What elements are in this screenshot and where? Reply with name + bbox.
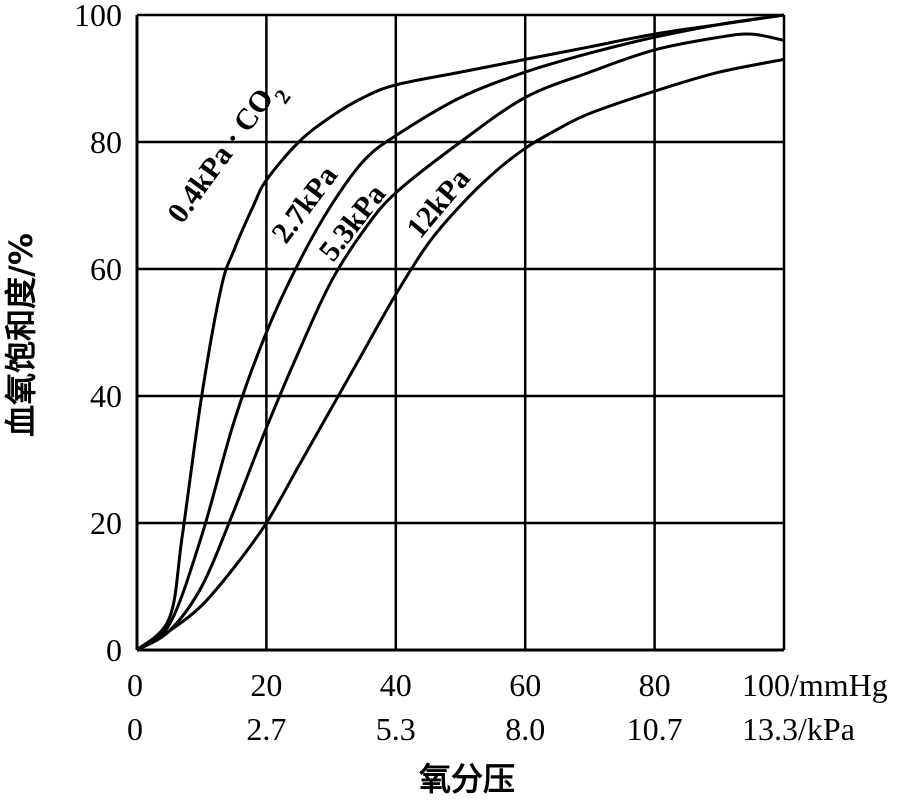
curve-label-0-text: 0.4kPa · CO — [161, 82, 280, 229]
y-axis-title: 血氧饱和度/% — [2, 233, 40, 437]
x-tick-label-mmhg: 100/mmHg — [742, 667, 888, 703]
curve-2 — [136, 32, 785, 652]
x-tick-label-mmhg: 0 — [127, 667, 143, 703]
x-tick-label-kpa: 0 — [127, 711, 143, 747]
x-tick-label-kpa: 5.3 — [376, 711, 416, 747]
y-tick-label: 60 — [90, 251, 122, 287]
curves — [135, 13, 785, 652]
x-tick-label-mmhg: 20 — [250, 667, 282, 703]
y-tick-label: 0 — [106, 632, 122, 668]
y-tick-label: 100 — [74, 0, 122, 33]
x-tick-label-kpa: 8.0 — [505, 711, 545, 747]
tick-labels: 0 20 40 60 80 100 0 20 40 60 80 100/mmHg 0 2.7 5.3 8.0 1… — [74, 0, 888, 747]
x-tick-label-kpa: 2.7 — [246, 711, 286, 747]
curve-label-0.4kpa-co2: 0.4kPa · CO2 — [161, 73, 295, 235]
curve-3 — [136, 57, 785, 652]
y-tick-label: 40 — [90, 378, 122, 414]
x-tick-label-mmhg: 40 — [380, 667, 412, 703]
y-tick-label: 80 — [90, 124, 122, 160]
curve-0 — [135, 13, 785, 652]
x-tick-label-mmhg: 80 — [639, 667, 671, 703]
x-tick-label-kpa: 13.3/kPa — [742, 711, 855, 747]
y-tick-label: 20 — [90, 505, 122, 541]
curve-1 — [136, 13, 785, 652]
x-axis-title: 氧分压 — [419, 760, 515, 798]
x-tick-label-mmhg: 60 — [509, 667, 541, 703]
x-tick-label-kpa: 10.7 — [627, 711, 683, 747]
